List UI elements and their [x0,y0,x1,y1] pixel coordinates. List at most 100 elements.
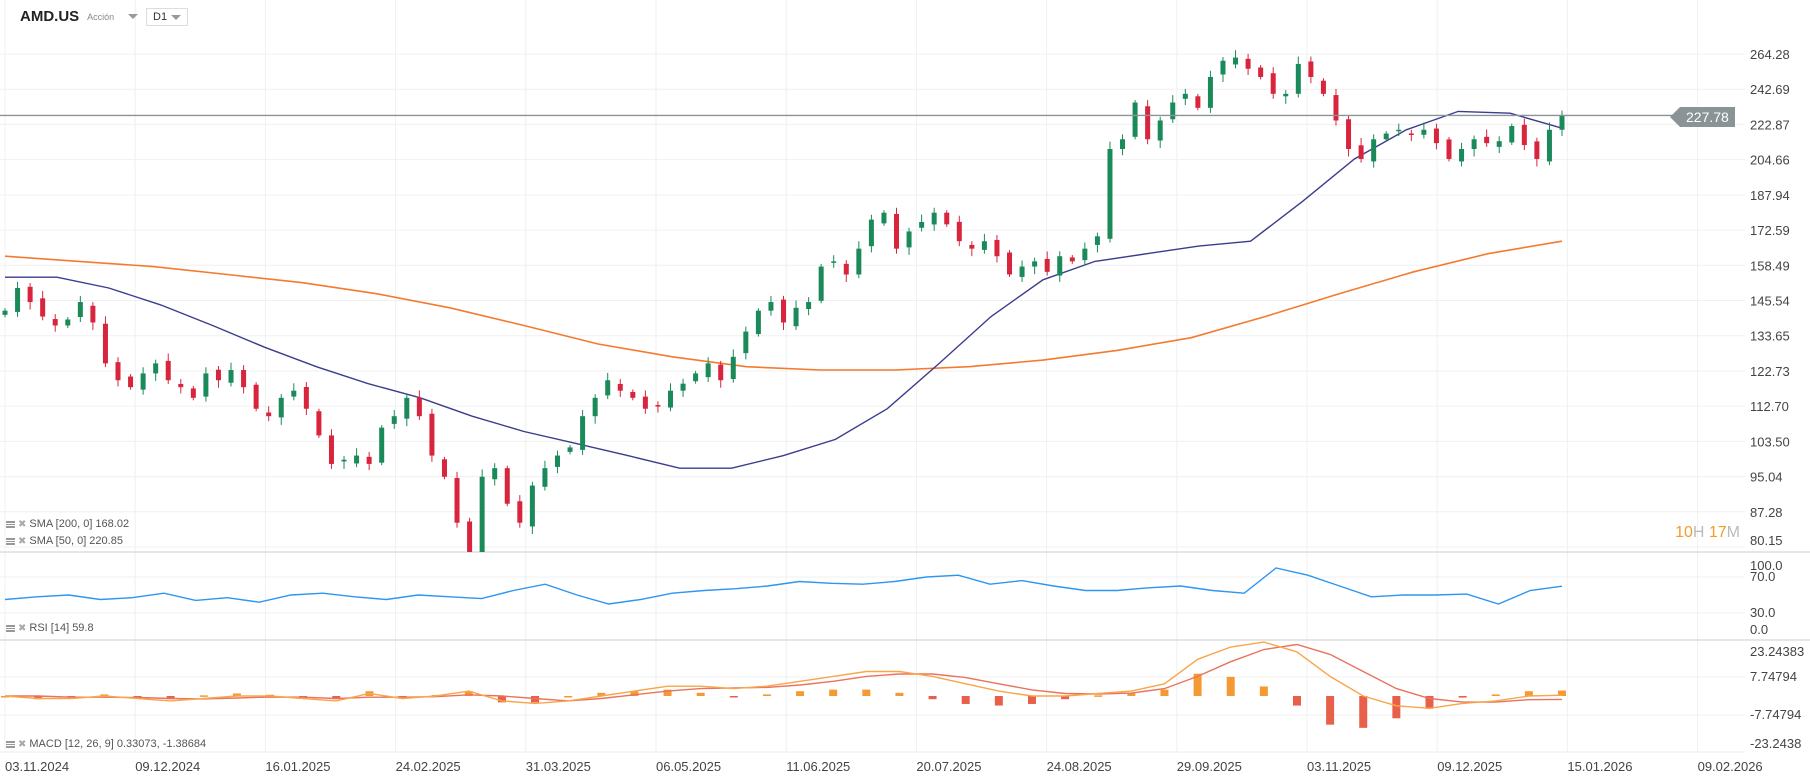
x-tick-label: 09.12.2024 [135,759,200,774]
candle [1057,251,1063,282]
candle [1082,242,1088,266]
macd-histogram-bar [34,696,43,700]
candle [153,359,159,381]
legend-sma50: ✖ SMA [50, 0] 220.85 [6,535,123,548]
candle [65,317,71,328]
candle-body [567,447,573,452]
candle [919,214,925,232]
candle-body [718,364,724,381]
candle [2,308,8,318]
candle-body [554,455,560,467]
close-icon[interactable]: ✖ [18,536,27,547]
macd-histogram-bar [663,689,672,696]
candle-body [1107,148,1113,239]
candle [303,382,309,415]
rsi-tick-label: 70.0 [1750,569,1775,584]
x-tick-label: 20.07.2025 [916,759,981,774]
candle-body [680,383,686,391]
candle-body [178,383,184,388]
candle-body [1283,93,1289,97]
candle [969,241,975,257]
symbol-selector[interactable]: AMD.US Acción [20,8,139,25]
candle [642,390,648,414]
macd-tick-label: -23.2438 [1750,736,1801,751]
candle-body [379,427,385,463]
candle-body [1120,139,1126,149]
candle-body [831,261,837,263]
candle-body [906,231,912,248]
candle [517,495,523,528]
candle [1107,141,1113,243]
y-tick-label: 172.59 [1750,223,1790,238]
candle-body [303,386,309,409]
candle-body [617,383,623,391]
candle-body [730,356,736,379]
candle [40,290,46,321]
candle-body [1145,106,1151,140]
macd-histogram-bar [100,694,109,696]
candle [178,379,184,394]
y-tick-label: 145.54 [1750,294,1790,309]
candle-body [1195,96,1201,108]
macd-histogram-bar [199,695,208,697]
candle-body [1094,236,1100,245]
macd-histogram-bar [1392,696,1401,719]
candle-body [642,396,648,409]
candle [906,227,912,255]
candle-body [630,391,636,398]
y-tick-label: 264.28 [1750,47,1790,62]
macd-histogram-bar [829,689,838,696]
candle-body [1207,76,1213,108]
settings-list-icon[interactable] [6,741,15,748]
candle [743,326,749,360]
rsi-tick-label: 0.0 [1750,622,1768,637]
macd-histogram-bar [928,696,937,700]
candle-body [429,413,435,456]
candle [1283,90,1289,104]
candle [1433,123,1439,150]
candle [1421,122,1427,139]
candle [328,429,334,469]
candle-body [981,241,987,250]
close-icon[interactable]: ✖ [18,519,27,530]
candle-body [115,362,121,381]
candle [15,281,21,317]
candle [140,367,146,395]
macd-histogram-bar [1,696,9,698]
candle [856,241,862,279]
x-tick-label: 24.02.2025 [396,759,461,774]
macd-histogram-bar [1326,696,1335,725]
candle-body [994,239,1000,257]
macd-histogram-bar [1193,673,1202,696]
macd-signal-line [5,643,1563,703]
settings-list-icon[interactable] [6,538,15,545]
settings-list-icon[interactable] [6,521,15,528]
macd-histogram-bar [729,696,738,698]
macd-histogram-bar [895,692,904,696]
candle [1295,56,1301,98]
macd-line [4,641,1563,710]
timeframe-select[interactable]: D1 [146,8,188,26]
macd-histogram-bar [597,692,606,696]
legend-sma50-label: SMA [50, 0] 220.85 [29,535,123,547]
close-icon[interactable]: ✖ [18,623,27,634]
candle-body [140,373,146,390]
close-icon[interactable]: ✖ [18,739,27,750]
candle-countdown: 10H 17M [1675,524,1740,542]
rsi-tick-label: 100.0 [1750,558,1783,573]
chevron-down-icon[interactable] [128,14,139,19]
candle-body [693,373,699,382]
candle [1521,118,1527,151]
candle-body [1396,129,1402,132]
legend-macd-label: MACD [12, 26, 9] 0.33073, -1.38684 [29,738,207,750]
macd-histogram-bar [1292,696,1301,706]
sma50-line [5,110,1563,469]
axes: 03.11.2024 09.12.2024 16.01.2025 24.02.2025… [0,47,1804,774]
candle-body [956,221,962,242]
candle [1132,100,1138,140]
candle-body [1182,93,1188,99]
candle [416,390,422,420]
candle-body [1371,139,1377,162]
settings-list-icon[interactable] [6,625,15,632]
